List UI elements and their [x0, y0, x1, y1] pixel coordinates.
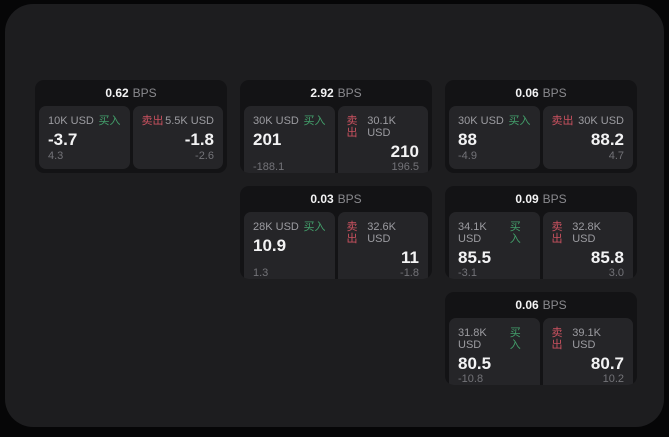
- buy-price: 201: [253, 130, 282, 149]
- sell-amount: 39.1K USD: [572, 327, 601, 351]
- sell-price: -1.8: [184, 130, 214, 149]
- quote-card[interactable]: 0.03 BPS 28K USD 买入 10.9 1.3 卖出 32.6K US…: [240, 186, 432, 279]
- buy-amount: 28K USD: [253, 221, 299, 233]
- buy-side-label: 买入: [509, 327, 521, 351]
- card-body: 31.8K USD 买入 80.5 -10.8 卖出 39.1K USD 80.…: [445, 318, 637, 385]
- quote-card[interactable]: 0.06 BPS 30K USD 买入 88 -4.9 卖出 30K USD: [445, 80, 637, 173]
- sell-side-label: 卖出: [346, 115, 358, 139]
- sell-side-label: 卖出: [551, 221, 563, 245]
- buy-side-label: 买入: [303, 221, 326, 233]
- buy-delta: -4.9: [458, 150, 477, 162]
- buy-amount: 10K USD: [48, 115, 94, 127]
- card-body: 28K USD 买入 10.9 1.3 卖出 32.6K USD 11 -1.8: [240, 212, 432, 279]
- buy-price: 88: [458, 130, 477, 149]
- spread-unit: BPS: [542, 298, 567, 312]
- spread-value: 0.62: [105, 86, 129, 100]
- buy-side-label: 买入: [509, 221, 521, 245]
- sell-amount: 30K USD: [578, 115, 624, 127]
- spread-header: 0.06 BPS: [445, 80, 637, 106]
- spread-value: 0.06: [515, 298, 539, 312]
- sell-amount: 32.8K USD: [572, 221, 601, 245]
- buy-side-label: 买入: [98, 115, 121, 127]
- sell-amount: 32.6K USD: [367, 221, 396, 245]
- sell-side-label: 卖出: [551, 115, 574, 127]
- sell-panel[interactable]: 卖出 30K USD 88.2 4.7: [542, 106, 633, 169]
- sell-side-label: 卖出: [551, 327, 563, 351]
- buy-delta: -10.8: [458, 373, 484, 385]
- buy-delta: 4.3: [48, 150, 64, 162]
- spread-header: 0.62 BPS: [35, 80, 227, 106]
- buy-panel[interactable]: 34.1K USD 买入 85.5 -3.1: [449, 212, 540, 279]
- sell-side-label: 卖出: [141, 115, 164, 127]
- sell-delta: 3.0: [608, 267, 624, 279]
- spread-value: 0.09: [515, 192, 539, 206]
- spread-header: 0.06 BPS: [445, 292, 637, 318]
- spread-value: 0.03: [310, 192, 334, 206]
- buy-panel[interactable]: 31.8K USD 买入 80.5 -10.8: [449, 318, 540, 385]
- buy-delta: -3.1: [458, 267, 477, 279]
- buy-price: 80.5: [458, 354, 492, 373]
- sell-delta: -1.8: [400, 267, 419, 279]
- buy-amount: 34.1K USD: [458, 221, 487, 245]
- sell-price: 88.2: [590, 130, 624, 149]
- sell-panel[interactable]: 卖出 30.1K USD 210 196.5: [337, 106, 428, 173]
- buy-amount: 30K USD: [253, 115, 299, 127]
- sell-price: 210: [390, 142, 419, 161]
- buy-panel[interactable]: 10K USD 买入 -3.7 4.3: [39, 106, 130, 169]
- sell-panel[interactable]: 卖出 32.8K USD 85.8 3.0: [542, 212, 633, 279]
- buy-delta: 1.3: [253, 267, 269, 279]
- quote-card[interactable]: 0.62 BPS 10K USD 买入 -3.7 4.3 卖出 5.5K USD: [35, 80, 227, 173]
- sell-delta: -2.6: [195, 150, 214, 162]
- spread-value: 2.92: [310, 86, 334, 100]
- sell-price: 85.8: [590, 248, 624, 267]
- buy-panel[interactable]: 30K USD 买入 88 -4.9: [449, 106, 540, 169]
- quotes-grid: 0.62 BPS 10K USD 买入 -3.7 4.3 卖出 5.5K USD: [35, 80, 637, 385]
- buy-side-label: 买入: [508, 115, 531, 127]
- buy-side-label: 买入: [303, 115, 326, 127]
- spread-unit: BPS: [542, 192, 567, 206]
- quote-card[interactable]: 2.92 BPS 30K USD 买入 201 -188.1 卖出 30.1K …: [240, 80, 432, 173]
- sell-delta: 10.2: [602, 373, 624, 385]
- buy-panel[interactable]: 28K USD 买入 10.9 1.3: [244, 212, 335, 279]
- buy-amount: 30K USD: [458, 115, 504, 127]
- spread-unit: BPS: [132, 86, 157, 100]
- card-body: 30K USD 买入 88 -4.9 卖出 30K USD 88.2 4.7: [445, 106, 637, 173]
- buy-amount: 31.8K USD: [458, 327, 487, 351]
- spread-unit: BPS: [542, 86, 567, 100]
- quote-card[interactable]: 0.09 BPS 34.1K USD 买入 85.5 -3.1 卖出 32.8K…: [445, 186, 637, 279]
- sell-panel[interactable]: 卖出 5.5K USD -1.8 -2.6: [132, 106, 223, 169]
- sell-amount: 5.5K USD: [165, 115, 214, 127]
- main-panel: 0.62 BPS 10K USD 买入 -3.7 4.3 卖出 5.5K USD: [5, 4, 664, 427]
- quote-card[interactable]: 0.06 BPS 31.8K USD 买入 80.5 -10.8 卖出 39.1…: [445, 292, 637, 385]
- spread-header: 2.92 BPS: [240, 80, 432, 106]
- card-body: 10K USD 买入 -3.7 4.3 卖出 5.5K USD -1.8 -2.…: [35, 106, 227, 173]
- card-body: 30K USD 买入 201 -188.1 卖出 30.1K USD 210 1…: [240, 106, 432, 173]
- card-body: 34.1K USD 买入 85.5 -3.1 卖出 32.8K USD 85.8…: [445, 212, 637, 279]
- buy-price: 10.9: [253, 236, 287, 255]
- buy-delta: -188.1: [253, 161, 285, 173]
- sell-price: 11: [401, 248, 419, 267]
- sell-amount: 30.1K USD: [367, 115, 396, 139]
- spread-unit: BPS: [337, 192, 362, 206]
- buy-price: -3.7: [48, 130, 78, 149]
- spread-header: 0.03 BPS: [240, 186, 432, 212]
- sell-panel[interactable]: 卖出 32.6K USD 11 -1.8: [337, 212, 428, 279]
- spread-value: 0.06: [515, 86, 539, 100]
- sell-delta: 196.5: [391, 161, 419, 173]
- sell-price: 80.7: [590, 354, 624, 373]
- buy-price: 85.5: [458, 248, 492, 267]
- sell-delta: 4.7: [608, 150, 624, 162]
- sell-panel[interactable]: 卖出 39.1K USD 80.7 10.2: [542, 318, 633, 385]
- spread-header: 0.09 BPS: [445, 186, 637, 212]
- spread-unit: BPS: [337, 86, 362, 100]
- buy-panel[interactable]: 30K USD 买入 201 -188.1: [244, 106, 335, 173]
- sell-side-label: 卖出: [346, 221, 358, 245]
